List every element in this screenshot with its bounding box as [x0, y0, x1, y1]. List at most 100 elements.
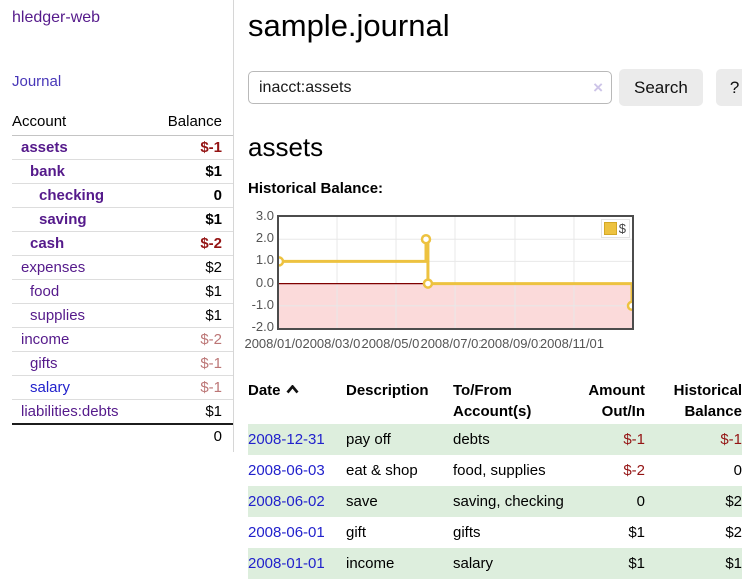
sidebar-account-link-checking[interactable]: checking — [39, 187, 105, 204]
transaction-date: 2008-01-01 — [248, 548, 346, 579]
account-row: food $1 — [12, 279, 233, 304]
sidebar-item-journal[interactable]: Journal — [12, 73, 62, 90]
historical-balance-chart: $ 3.0 2.0 1.0 0.0 -1.0 -2.0 2008/01/01 2008/03… — [244, 208, 742, 361]
x-tick-label: 2008/05/01 — [361, 336, 427, 351]
transaction-date: 2008-12-31 — [248, 424, 346, 455]
chart-legend: $ — [600, 219, 630, 238]
sidebar-account-link-saving[interactable]: saving — [39, 211, 87, 228]
page-title: sample.journal — [248, 8, 450, 43]
transaction-description: income — [346, 555, 395, 572]
sidebar-account-link-salary[interactable]: salary — [30, 379, 71, 396]
sort-ascending-icon — [285, 385, 299, 394]
accounts-total-row: 0 — [12, 423, 233, 448]
chart-y-axis: 3.0 2.0 1.0 0.0 -1.0 -2.0 — [248, 208, 274, 334]
transaction-balance: 0 — [733, 462, 742, 479]
transaction-date-link[interactable]: 2008-06-03 — [248, 462, 325, 479]
register-col-description: Description — [346, 382, 429, 399]
account-row: bank $1 — [12, 159, 233, 184]
x-tick-label: 2008/09/01 — [480, 336, 546, 351]
transaction-balance: $1 — [725, 555, 742, 572]
transaction-accounts: debts — [453, 431, 490, 448]
account-row: supplies $1 — [12, 303, 233, 328]
transaction-balance: $2 — [725, 493, 742, 510]
clear-search-icon[interactable]: × — [593, 78, 603, 97]
y-tick-label: 1.0 — [255, 252, 274, 268]
search-button[interactable]: Search — [619, 69, 703, 106]
account-balance: $-1 — [149, 351, 233, 376]
chart-canvas — [279, 217, 632, 328]
sidebar-account-link-assets[interactable]: assets — [21, 139, 68, 156]
register-col-date[interactable]: Date — [248, 378, 346, 424]
brand-link[interactable]: hledger-web — [12, 9, 101, 26]
y-tick-label: 2.0 — [255, 230, 274, 246]
accounts-col-balance: Balance — [149, 109, 233, 136]
transaction-description: save — [346, 493, 378, 510]
accounts-total-value: 0 — [149, 423, 233, 448]
transaction-date-link[interactable]: 2008-12-31 — [248, 431, 325, 448]
sidebar-account-link-cash[interactable]: cash — [30, 235, 65, 252]
transaction-amount: $-1 — [623, 431, 645, 448]
x-tick-label: 2008/03/01 — [302, 336, 368, 351]
y-tick-label: 3.0 — [255, 208, 274, 223]
transaction-description: eat & shop — [346, 462, 418, 479]
account-balance: 0 — [149, 183, 233, 208]
legend-label: $ — [618, 221, 626, 236]
transaction-description: gift — [346, 524, 367, 541]
y-tick-label: -1.0 — [251, 296, 274, 312]
accounts-col-account: Account — [12, 109, 150, 136]
register-col-historical: Historical Balance — [673, 382, 742, 420]
transaction-amount: $1 — [628, 524, 645, 541]
transaction-date-link[interactable]: 2008-01-01 — [248, 555, 325, 572]
account-balance: $-1 — [149, 375, 233, 400]
account-heading: assets — [248, 132, 324, 162]
transaction-row: 2008-01-01 income salary $1 $1 — [248, 548, 742, 579]
account-row: checking 0 — [12, 183, 233, 208]
transaction-date-link[interactable]: 2008-06-01 — [248, 524, 325, 541]
chart-title: Historical Balance: — [248, 180, 384, 197]
transaction-accounts: gifts — [453, 524, 481, 541]
chart-plot-area: $ — [277, 215, 634, 330]
accounts-header-row: Account Balance — [12, 109, 233, 136]
transaction-date-link[interactable]: 2008-06-02 — [248, 493, 325, 510]
account-row: gifts $-1 — [12, 351, 233, 376]
register-col-tofrom: To/From Account(s) — [453, 382, 532, 420]
transaction-date: 2008-06-02 — [248, 486, 346, 517]
sidebar-account-link-food[interactable]: food — [30, 283, 60, 300]
account-balance: $2 — [149, 255, 233, 280]
account-balance: $1 — [149, 207, 233, 232]
account-balance: $1 — [149, 279, 233, 304]
account-row: expenses $2 — [12, 255, 233, 280]
sidebar: hledger-web Journal Account Balance asse… — [0, 0, 234, 452]
transaction-amount: $-2 — [623, 462, 645, 479]
sidebar-account-link-liabilities-debts[interactable]: liabilities:debts — [21, 403, 119, 420]
search-input[interactable] — [248, 71, 612, 104]
account-balance: $1 — [149, 303, 233, 328]
account-balance: $1 — [149, 399, 233, 424]
sidebar-account-link-income[interactable]: income — [21, 331, 70, 348]
accounts-table: Account Balance assets $-1 bank $1 checking 0… — [12, 109, 233, 448]
legend-swatch-icon — [603, 222, 617, 235]
y-tick-label: 0.0 — [255, 274, 274, 290]
x-tick-label: 2008/11/01 — [539, 336, 605, 351]
chart-x-axis: 2008/01/01 2008/03/01 2008/05/01 2008/07/01… — [244, 336, 634, 352]
y-tick-label: -2.0 — [251, 319, 274, 334]
transaction-accounts: saving, checking — [453, 493, 564, 510]
help-button[interactable]: ? — [715, 69, 742, 106]
account-balance: $-2 — [149, 327, 233, 352]
transaction-accounts: food, supplies — [453, 462, 546, 479]
transaction-balance: $-1 — [720, 431, 742, 448]
transaction-amount: $1 — [628, 555, 645, 572]
x-tick-label: 2008/07/01 — [420, 336, 486, 351]
transaction-date: 2008-06-01 — [248, 517, 346, 548]
account-row: salary $-1 — [12, 375, 233, 400]
sidebar-account-link-bank[interactable]: bank — [30, 163, 66, 180]
account-row: cash $-2 — [12, 231, 233, 256]
account-row: saving $1 — [12, 207, 233, 232]
sidebar-account-link-gifts[interactable]: gifts — [30, 355, 58, 372]
sidebar-account-link-supplies[interactable]: supplies — [30, 307, 86, 324]
register-col-amount: Amount Out/In — [588, 382, 645, 420]
sidebar-account-link-expenses[interactable]: expenses — [21, 259, 86, 276]
transaction-row: 2008-06-02 save saving, checking 0 $2 — [248, 486, 742, 517]
transaction-date: 2008-06-03 — [248, 455, 346, 486]
account-balance: $-2 — [149, 231, 233, 256]
